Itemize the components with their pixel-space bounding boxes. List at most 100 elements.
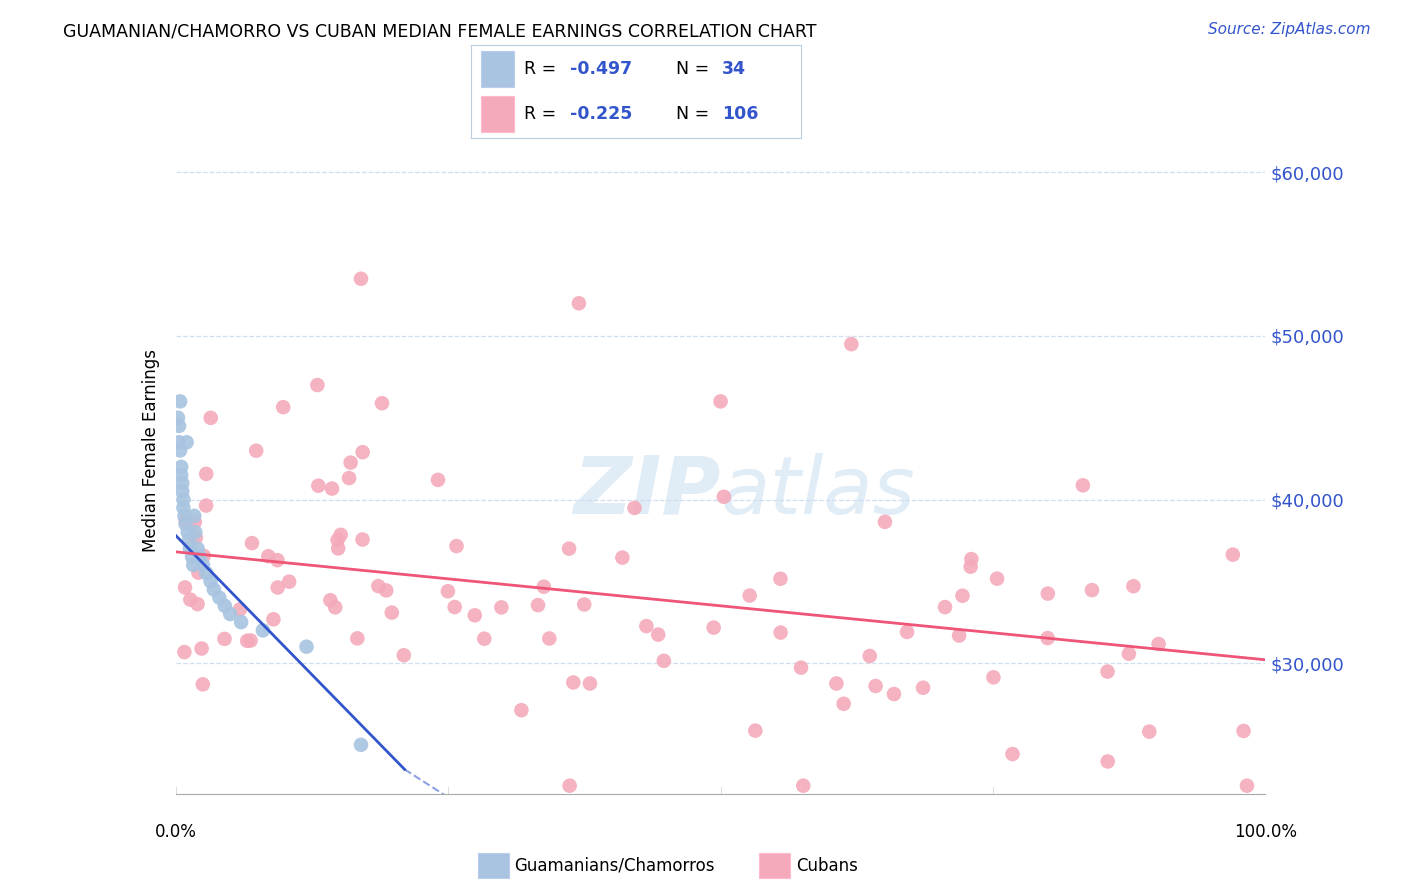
Point: [912, 681, 935, 695]
Point: [427, 473, 450, 487]
Point: [883, 687, 905, 701]
Point: [623, 500, 645, 515]
Point: [959, 559, 981, 574]
Point: [703, 621, 725, 635]
Bar: [478, 853, 509, 878]
Point: [1097, 755, 1119, 769]
Point: [568, 296, 591, 310]
Point: [173, 645, 195, 659]
Text: Source: ZipAtlas.com: Source: ZipAtlas.com: [1208, 22, 1371, 37]
Point: [558, 779, 581, 793]
Point: [352, 445, 374, 459]
Point: [1122, 579, 1144, 593]
Point: [1097, 665, 1119, 679]
Point: [177, 525, 200, 540]
Point: [437, 584, 460, 599]
Text: Guamanians/Chamorros: Guamanians/Chamorros: [515, 856, 716, 875]
Point: [612, 550, 634, 565]
Point: [983, 670, 1005, 684]
Point: [375, 583, 398, 598]
Point: [170, 467, 193, 482]
Point: [346, 632, 368, 646]
Point: [319, 593, 342, 607]
Point: [558, 541, 581, 556]
Point: [744, 723, 766, 738]
Point: [841, 337, 863, 351]
Point: [174, 514, 197, 528]
Point: [326, 533, 349, 547]
Point: [527, 598, 550, 612]
Point: [167, 419, 190, 434]
Point: [443, 600, 465, 615]
FancyBboxPatch shape: [481, 96, 515, 132]
Point: [1147, 637, 1170, 651]
Point: [392, 648, 415, 663]
Point: [295, 640, 318, 654]
Point: [240, 536, 263, 550]
FancyBboxPatch shape: [481, 51, 515, 87]
Point: [647, 627, 669, 641]
Point: [172, 492, 194, 507]
Point: [652, 654, 675, 668]
Point: [172, 484, 194, 499]
Point: [187, 597, 209, 611]
Point: [170, 459, 193, 474]
Point: [1118, 647, 1140, 661]
Point: [371, 396, 394, 410]
Point: [321, 482, 343, 496]
Point: [179, 541, 201, 556]
Point: [172, 476, 194, 491]
Point: [190, 641, 212, 656]
Point: [579, 676, 602, 690]
Point: [896, 624, 918, 639]
Point: [307, 378, 329, 392]
Point: [214, 599, 236, 613]
Text: ZIP: ZIP: [574, 452, 721, 531]
Point: [329, 528, 352, 542]
Point: [257, 549, 280, 564]
Point: [174, 581, 197, 595]
Point: [271, 400, 294, 414]
Text: R =: R =: [524, 105, 561, 123]
Point: [1137, 724, 1160, 739]
Point: [169, 443, 191, 458]
Point: [169, 394, 191, 409]
Point: [446, 539, 468, 553]
Point: [179, 592, 201, 607]
Point: [464, 608, 486, 623]
Point: [183, 508, 205, 523]
Point: [1222, 548, 1244, 562]
Point: [1036, 586, 1059, 600]
Point: [184, 531, 207, 545]
Point: [710, 394, 733, 409]
Point: [859, 648, 882, 663]
Point: [1236, 779, 1258, 793]
Point: [177, 533, 200, 548]
Point: [208, 591, 231, 605]
Point: [191, 558, 214, 572]
Point: [245, 443, 267, 458]
Point: [1001, 747, 1024, 761]
Point: [200, 574, 222, 589]
Point: [713, 490, 735, 504]
Point: [239, 633, 262, 648]
Point: [262, 612, 284, 626]
Point: [538, 632, 561, 646]
Point: [491, 600, 513, 615]
Point: [193, 549, 215, 563]
Point: [184, 525, 207, 540]
Point: [278, 574, 301, 589]
Point: [236, 633, 259, 648]
Point: [352, 533, 374, 547]
Point: [176, 435, 198, 450]
Point: [367, 579, 389, 593]
Point: [214, 632, 236, 646]
Point: [574, 598, 596, 612]
Point: [307, 479, 329, 493]
Point: [173, 508, 195, 523]
Point: [1081, 583, 1104, 598]
Point: [328, 541, 350, 556]
Point: [172, 500, 194, 515]
Point: [510, 703, 533, 717]
Point: [195, 566, 218, 580]
